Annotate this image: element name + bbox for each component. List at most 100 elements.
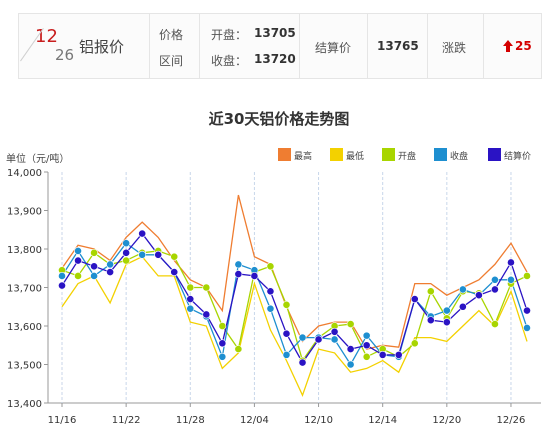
- y-tick-label: 13,400: [7, 399, 42, 410]
- data-point: [74, 247, 82, 255]
- divider: [367, 14, 368, 78]
- data-point: [202, 310, 211, 319]
- data-point: [523, 324, 531, 332]
- data-point: [266, 287, 275, 296]
- data-point: [410, 295, 419, 303]
- data-point: [426, 287, 435, 296]
- legend-label: 最高: [294, 152, 313, 162]
- data-point: [458, 302, 467, 311]
- data-point: [234, 260, 243, 269]
- x-tick-label: 12/14: [368, 415, 397, 426]
- divider: [149, 14, 150, 78]
- settle-value: 13765: [377, 39, 419, 53]
- legend-label: 结算价: [504, 152, 532, 162]
- data-point: [298, 333, 307, 342]
- data-point: [394, 350, 403, 359]
- data-point: [362, 352, 371, 361]
- data-point: [346, 360, 355, 369]
- legend-swatch: [382, 148, 395, 161]
- y-axis-unit-label: 单位（元/吨）: [6, 154, 70, 165]
- x-tick-label: 11/22: [112, 415, 141, 426]
- data-point: [458, 285, 467, 294]
- price-label-2: 区间: [159, 54, 184, 68]
- data-point: [170, 268, 179, 276]
- data-point: [378, 350, 387, 359]
- x-tick-label: 12/20: [432, 415, 461, 426]
- data-point: [90, 262, 98, 271]
- date-badge: 12 26: [20, 20, 77, 72]
- data-point: [426, 316, 435, 325]
- close-value: 13720: [254, 52, 296, 66]
- legend-swatch: [488, 148, 501, 161]
- chart-title: 近30天铝价格走势图: [208, 110, 350, 128]
- y-tick-label: 13,600: [7, 322, 42, 333]
- arrow-up-icon: [503, 40, 513, 52]
- data-point: [74, 272, 82, 280]
- data-point: [442, 318, 451, 327]
- data-point: [330, 327, 339, 336]
- data-point: [523, 272, 531, 280]
- settle-label: 结算价: [315, 41, 352, 55]
- series-line: [61, 194, 528, 350]
- data-point: [491, 275, 499, 284]
- data-point: [154, 250, 163, 259]
- close-label: 收盘：: [211, 54, 248, 68]
- data-point: [491, 285, 499, 294]
- data-point: [234, 345, 243, 353]
- data-point: [282, 350, 291, 359]
- date-day: 26: [55, 46, 75, 64]
- panel-title: 铝报价: [79, 38, 125, 56]
- legend-swatch: [434, 148, 447, 161]
- y-tick-label: 13,800: [7, 245, 42, 256]
- data-point: [346, 320, 355, 328]
- x-tick-label: 12/04: [240, 415, 269, 426]
- data-point: [266, 262, 275, 271]
- y-tick-label: 13,900: [7, 207, 42, 218]
- data-point: [106, 260, 115, 269]
- data-point: [346, 345, 355, 353]
- legend-swatch: [330, 148, 343, 161]
- data-point: [122, 248, 131, 257]
- x-tick-label: 11/16: [48, 415, 77, 426]
- data-point: [491, 320, 499, 328]
- change-value: 25: [515, 39, 532, 53]
- data-point: [90, 272, 98, 280]
- data-point: [507, 258, 515, 267]
- data-point: [58, 281, 66, 290]
- data-point: [170, 252, 179, 261]
- open-label: 开盘：: [211, 28, 248, 42]
- data-point: [507, 275, 515, 284]
- x-tick-label: 12/26: [497, 415, 526, 426]
- data-point: [250, 272, 259, 280]
- data-point: [74, 256, 82, 265]
- data-point: [58, 272, 66, 280]
- legend-label: 最低: [346, 152, 365, 162]
- data-point: [218, 322, 227, 330]
- data-point: [298, 358, 307, 367]
- price-label-1: 价格: [159, 28, 184, 42]
- legend-swatch: [278, 148, 291, 161]
- data-point: [218, 339, 227, 348]
- data-point: [410, 339, 419, 348]
- data-point: [186, 283, 195, 292]
- data-point: [282, 329, 291, 338]
- data-point: [234, 270, 243, 278]
- data-point: [186, 295, 195, 303]
- series-line: [61, 232, 528, 364]
- data-point: [122, 256, 131, 265]
- open-value: 13705: [254, 26, 296, 40]
- data-point: [218, 352, 227, 361]
- divider: [483, 14, 484, 78]
- data-point: [362, 341, 371, 350]
- data-point: [362, 331, 371, 340]
- data-point: [330, 335, 339, 344]
- price-info-panel: 12 26 铝报价 价格 区间 开盘： 13705 收盘： 13720 结算价 …: [18, 13, 542, 79]
- data-point: [474, 291, 483, 300]
- divider: [299, 14, 300, 78]
- legend-label: 开盘: [398, 152, 417, 162]
- divider: [427, 14, 428, 78]
- data-point: [122, 239, 131, 248]
- data-point: [442, 306, 451, 315]
- data-point: [138, 250, 147, 259]
